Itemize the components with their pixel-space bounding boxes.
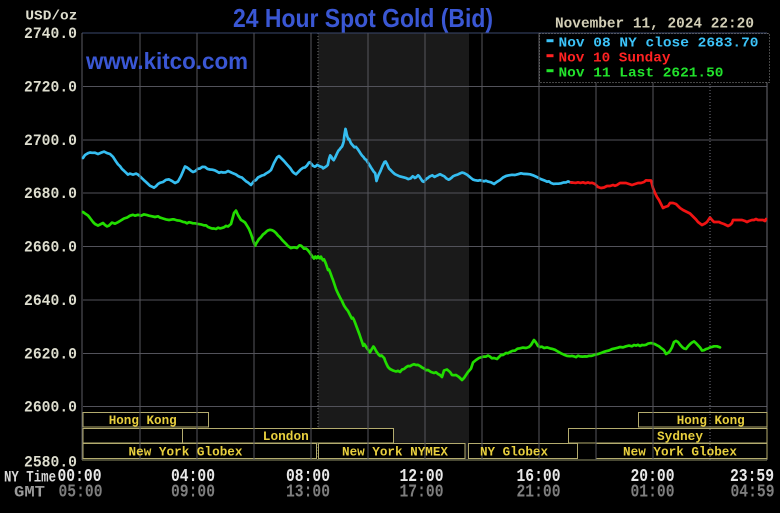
svg-text:04:00: 04:00	[171, 467, 215, 487]
svg-text:13:00: 13:00	[286, 483, 330, 503]
svg-text:2580.0: 2580.0	[24, 454, 77, 472]
svg-text:00:00: 00:00	[58, 467, 102, 487]
svg-text:USD/oz: USD/oz	[25, 9, 77, 25]
svg-text:2660.0: 2660.0	[24, 239, 77, 257]
svg-text:NY Globex: NY Globex	[480, 444, 548, 459]
svg-text:2600.0: 2600.0	[24, 399, 77, 417]
svg-text:12:00: 12:00	[400, 467, 444, 487]
svg-text:www.kitco.com: www.kitco.com	[85, 48, 248, 74]
svg-text:09:00: 09:00	[171, 483, 215, 503]
svg-text:05:00: 05:00	[59, 483, 103, 503]
svg-text:Hong Kong: Hong Kong	[109, 413, 177, 428]
svg-text:Nov 11 Last 2621.50: Nov 11 Last 2621.50	[559, 66, 724, 82]
svg-text:Nov 10 Sunday: Nov 10 Sunday	[559, 51, 672, 67]
svg-text:01:00: 01:00	[631, 483, 675, 503]
svg-text:17:00: 17:00	[400, 483, 444, 503]
svg-text:London: London	[263, 429, 309, 444]
svg-text:04:59: 04:59	[731, 483, 775, 503]
svg-text:GMT: GMT	[14, 484, 45, 502]
svg-text:23:59: 23:59	[730, 467, 774, 487]
svg-text:Sydney: Sydney	[657, 429, 703, 444]
svg-text:2720.0: 2720.0	[24, 78, 77, 96]
svg-text:20:00: 20:00	[631, 467, 675, 487]
svg-text:NY Time: NY Time	[4, 469, 56, 487]
svg-text:New York NYMEX: New York NYMEX	[342, 444, 448, 459]
svg-text:08:00: 08:00	[286, 467, 330, 487]
svg-text:24 Hour Spot Gold (Bid): 24 Hour Spot Gold (Bid)	[233, 3, 493, 33]
svg-text:Hong Kong: Hong Kong	[677, 413, 745, 428]
svg-text:New York Globex: New York Globex	[129, 444, 243, 459]
svg-text:2620.0: 2620.0	[24, 345, 77, 363]
svg-text:November 11, 2024 22:20: November 11, 2024 22:20	[555, 16, 754, 33]
svg-text:New York Globex: New York Globex	[623, 444, 737, 459]
svg-text:2680.0: 2680.0	[24, 185, 77, 203]
svg-text:Nov 08 NY close 2683.70: Nov 08 NY close 2683.70	[559, 36, 759, 52]
svg-text:2700.0: 2700.0	[24, 132, 77, 150]
svg-text:2640.0: 2640.0	[24, 292, 77, 310]
svg-text:2740.0: 2740.0	[24, 25, 77, 43]
svg-text:21:00: 21:00	[517, 483, 561, 503]
svg-text:16:00: 16:00	[517, 467, 561, 487]
